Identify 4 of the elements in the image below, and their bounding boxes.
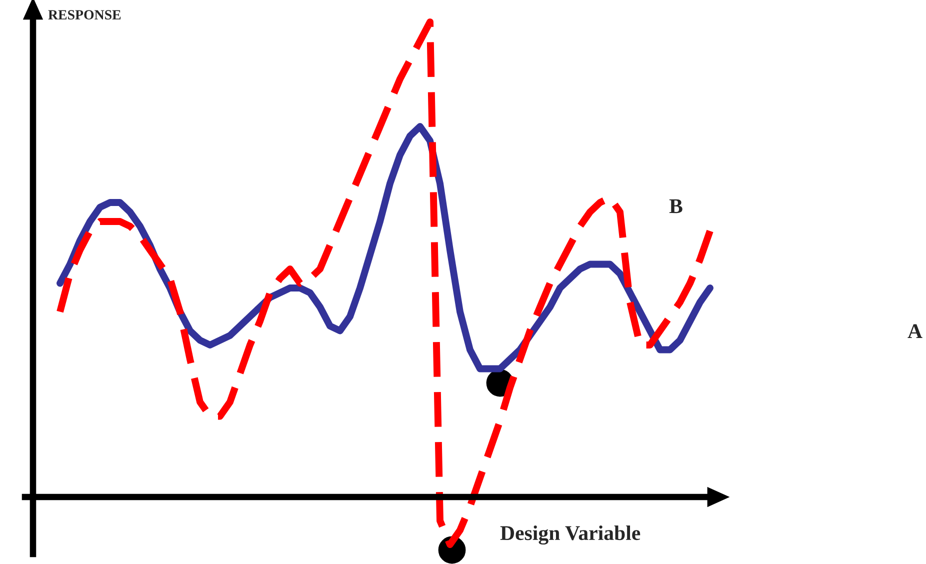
- annotation: B: [669, 199, 682, 214]
- y-axis-title: RESPONSE: [48, 10, 121, 20]
- x-axis-title: Design Variable: [500, 525, 640, 545]
- text: A: [908, 324, 922, 338]
